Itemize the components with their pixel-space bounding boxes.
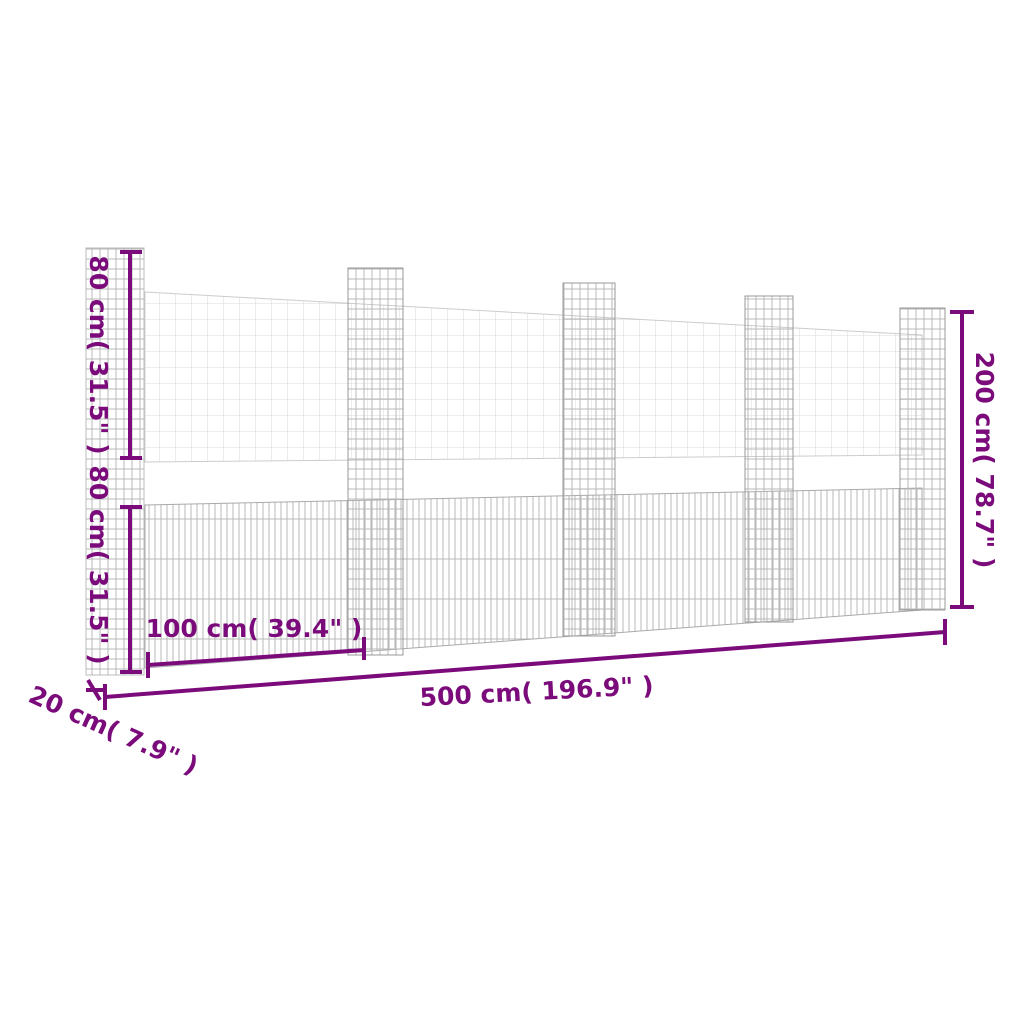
total-height-label: 200 cm( 78.7" ) — [970, 352, 999, 569]
post — [744, 295, 794, 623]
end-column — [85, 247, 145, 676]
post — [899, 307, 946, 611]
dimension-lines — [86, 250, 974, 710]
post — [562, 282, 616, 637]
post — [347, 267, 404, 656]
upper-height-label: 80 cm( 31.5" ) — [84, 255, 113, 454]
upper-mesh — [144, 291, 923, 463]
lower-height-label: 80 cm( 31.5" ) — [84, 465, 113, 664]
total-length-label: 500 cm( 196.9" ) — [419, 671, 654, 712]
fence — [85, 247, 946, 676]
panel-width-label: 100 cm( 39.4" ) — [146, 614, 363, 643]
